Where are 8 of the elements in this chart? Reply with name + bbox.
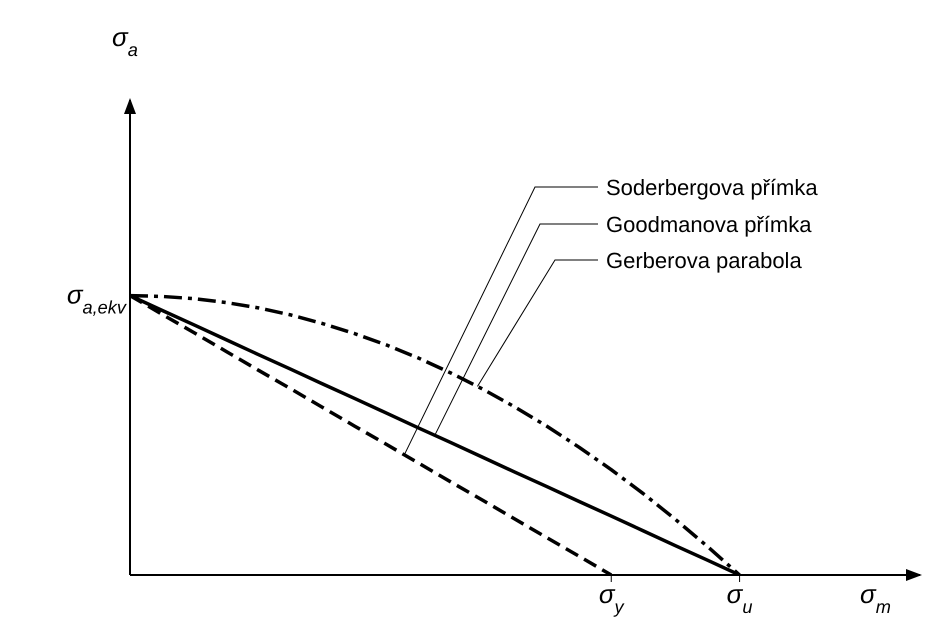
text: Goodmanova přímka	[606, 212, 812, 237]
text: σ$_{a}$	[112, 22, 138, 60]
text: Soderbergova přímka	[606, 175, 818, 200]
text: σ$_{a,ekv}$	[66, 280, 127, 318]
x-tick-label: σ$_{u}$	[726, 579, 752, 617]
x-axis-title: σ$_{m}$	[860, 579, 891, 617]
text: Gerberova parabola	[606, 248, 802, 273]
x-tick-label: σ$_{y}$	[598, 579, 626, 617]
